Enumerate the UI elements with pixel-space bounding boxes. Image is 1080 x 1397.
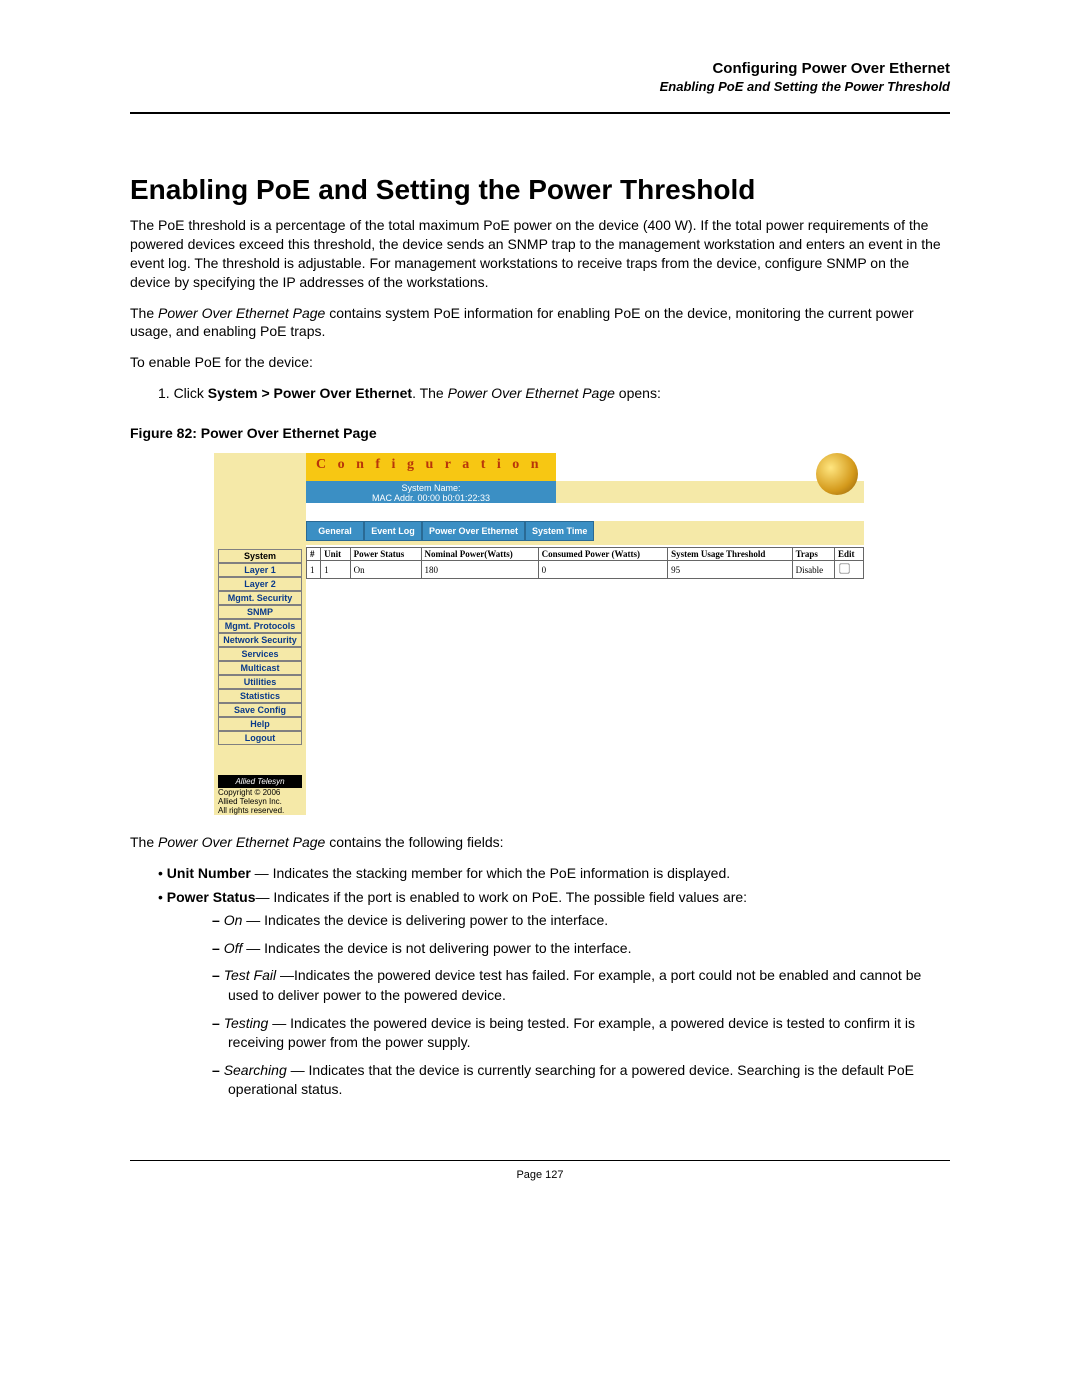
value-on: On — Indicates the device is delivering …	[212, 911, 950, 931]
nav-multicast[interactable]: Multicast	[218, 661, 302, 675]
value-test-fail: Test Fail —Indicates the powered device …	[212, 966, 950, 1005]
poe-table: # Unit Power Status Nominal Power(Watts)…	[306, 547, 864, 579]
nav-snmp[interactable]: SNMP	[218, 605, 302, 619]
field-power-status: Power Status— Indicates if the port is e…	[158, 888, 950, 1100]
header-rule	[130, 112, 950, 114]
field-unit-number: Unit Number — Indicates the stacking mem…	[158, 864, 950, 884]
copyright-line3: All rights reserved.	[214, 806, 306, 815]
value-off: Off — Indicates the device is not delive…	[212, 939, 950, 959]
figure-caption: Figure 82: Power Over Ethernet Page	[130, 425, 950, 441]
page-number: Page 127	[130, 1169, 950, 1181]
fields-intro: The Power Over Ethernet Page contains th…	[130, 833, 950, 852]
tab-row: General Event Log Power Over Ethernet Sy…	[306, 521, 864, 541]
nav-save-config[interactable]: Save Config	[218, 703, 302, 717]
system-info-bar: System Name: MAC Addr. 00:00 b0:01:22:33	[306, 481, 556, 503]
value-searching: Searching — Indicates that the device is…	[212, 1061, 950, 1100]
nav-mgmt-security[interactable]: Mgmt. Security	[218, 591, 302, 605]
nav-logout[interactable]: Logout	[218, 731, 302, 745]
figure-screenshot: System Layer 1 Layer 2 Mgmt. Security SN…	[214, 453, 864, 815]
header-subtitle: Enabling PoE and Setting the Power Thres…	[130, 79, 950, 94]
step-1: 1. Click System > Power Over Ethernet. T…	[158, 384, 950, 403]
nav-mgmt-protocols[interactable]: Mgmt. Protocols	[218, 619, 302, 633]
table-row: 1 1 On 180 0 95 Disable	[307, 561, 864, 579]
nav-system[interactable]: System	[218, 549, 302, 563]
field-list: Unit Number — Indicates the stacking mem…	[130, 864, 950, 1100]
header-title: Configuring Power Over Ethernet	[130, 60, 950, 77]
page-header: Configuring Power Over Ethernet Enabling…	[130, 60, 950, 94]
config-banner: C o n f i g u r a t i o n	[306, 453, 556, 481]
nav-layer1[interactable]: Layer 1	[218, 563, 302, 577]
nav-layer2[interactable]: Layer 2	[218, 577, 302, 591]
footer-rule	[130, 1160, 950, 1161]
value-testing: Testing — Indicates the powered device i…	[212, 1014, 950, 1053]
section-heading: Enabling PoE and Setting the Power Thres…	[130, 174, 950, 206]
copyright-line2: Allied Telesyn Inc.	[214, 797, 306, 806]
table-header-row: # Unit Power Status Nominal Power(Watts)…	[307, 548, 864, 561]
edit-checkbox[interactable]	[839, 563, 849, 573]
tab-system-time[interactable]: System Time	[525, 521, 594, 541]
brand-label: Allied Telesyn	[218, 775, 302, 788]
tab-general[interactable]: General	[306, 521, 364, 541]
instruction-lead: To enable PoE for the device:	[130, 353, 950, 372]
globe-icon	[816, 453, 858, 495]
tab-event-log[interactable]: Event Log	[364, 521, 422, 541]
nav-utilities[interactable]: Utilities	[218, 675, 302, 689]
tab-poe[interactable]: Power Over Ethernet	[422, 521, 525, 541]
intro-paragraph: The PoE threshold is a percentage of the…	[130, 216, 950, 292]
nav-statistics[interactable]: Statistics	[218, 689, 302, 703]
nav-services[interactable]: Services	[218, 647, 302, 661]
page-container: Configuring Power Over Ethernet Enabling…	[0, 0, 1080, 1221]
nav-help[interactable]: Help	[218, 717, 302, 731]
nav-sidebar: System Layer 1 Layer 2 Mgmt. Security SN…	[214, 453, 306, 815]
copyright-line1: Copyright © 2006	[214, 788, 306, 797]
info-paragraph: The Power Over Ethernet Page contains sy…	[130, 304, 950, 342]
nav-network-security[interactable]: Network Security	[218, 633, 302, 647]
